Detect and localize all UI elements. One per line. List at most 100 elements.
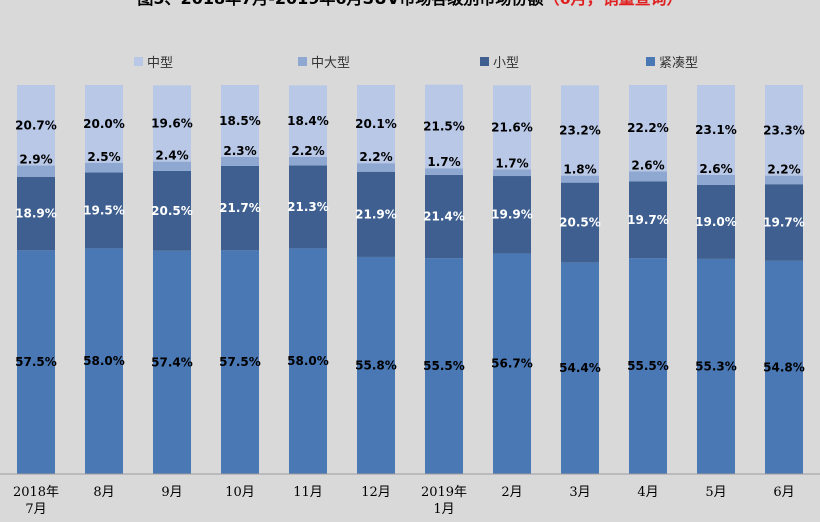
- bar-7-series-1: [493, 176, 531, 254]
- value-label-10-0: 55.3%: [695, 359, 737, 373]
- x-tick-label-2: 9月: [161, 485, 182, 500]
- value-label-7-3: 21.6%: [491, 120, 533, 134]
- x-tick-label-6: 2019年 1月: [421, 485, 467, 517]
- legend-swatch-1: [298, 57, 307, 66]
- value-label-5-0: 55.8%: [355, 358, 397, 372]
- x-tick-label-10: 5月: [705, 485, 726, 500]
- bar-2-series-2: [153, 161, 191, 171]
- bar-8-series-1: [561, 182, 599, 263]
- x-tick-label-9: 4月: [637, 485, 658, 500]
- value-label-4-3: 18.4%: [287, 114, 329, 128]
- bar-7-series-2: [493, 169, 531, 177]
- value-label-3-0: 57.5%: [219, 355, 261, 369]
- bar-5-series-0: [357, 256, 395, 474]
- value-label-2-3: 19.6%: [151, 117, 193, 131]
- bar-0-series-2: [17, 165, 55, 177]
- bar-11-series-0: [765, 260, 803, 474]
- value-label-11-2: 2.2%: [767, 163, 800, 177]
- bar-8-series-3: [561, 85, 599, 176]
- value-label-5-3: 20.1%: [355, 117, 397, 131]
- bar-3-series-3: [221, 85, 259, 157]
- bar-11-series-2: [765, 175, 803, 185]
- legend-label-3: 紧凑型: [659, 56, 698, 71]
- bar-4-series-3: [289, 85, 327, 157]
- legend-label-0: 中型: [147, 56, 173, 71]
- bar-9-series-1: [629, 181, 667, 259]
- value-label-4-2: 2.2%: [291, 144, 324, 158]
- bar-1-series-1: [85, 172, 123, 249]
- value-label-2-2: 2.4%: [155, 149, 188, 163]
- value-label-8-1: 20.5%: [559, 216, 601, 230]
- value-label-2-1: 20.5%: [151, 204, 193, 218]
- bar-1-series-3: [85, 85, 123, 163]
- bar-2-series-0: [153, 250, 191, 474]
- bar-0-series-1: [17, 176, 55, 251]
- bar-6-series-0: [425, 258, 463, 474]
- bar-9-series-3: [629, 85, 667, 172]
- bar-9-series-2: [629, 171, 667, 182]
- bar-11-series-3: [765, 85, 803, 176]
- x-tick-label-7: 2月: [501, 485, 522, 500]
- bar-5-series-2: [357, 163, 395, 172]
- value-label-9-3: 22.2%: [627, 121, 669, 135]
- legend-swatch-2: [480, 57, 489, 66]
- x-tick-label-11: 6月: [773, 485, 794, 500]
- bar-0-series-0: [17, 250, 55, 474]
- bar-8-series-0: [561, 262, 599, 474]
- value-label-0-2: 2.9%: [19, 153, 52, 167]
- x-tick-label-1: 8月: [93, 485, 114, 500]
- value-label-9-0: 55.5%: [627, 359, 669, 373]
- bar-1-series-0: [85, 248, 123, 474]
- bar-2-series-1: [153, 170, 191, 251]
- value-label-8-3: 23.2%: [559, 124, 601, 138]
- value-label-1-2: 2.5%: [87, 150, 120, 164]
- value-label-2-0: 57.4%: [151, 355, 193, 369]
- value-label-4-1: 21.3%: [287, 200, 329, 214]
- bar-10-series-0: [697, 258, 735, 474]
- value-label-10-2: 2.6%: [699, 162, 732, 176]
- x-tick-label-8: 3月: [569, 485, 590, 500]
- value-label-6-0: 55.5%: [423, 359, 465, 373]
- value-label-8-0: 54.4%: [559, 361, 601, 375]
- bar-8-series-2: [561, 175, 599, 183]
- value-label-5-1: 21.9%: [355, 207, 397, 221]
- bar-10-series-2: [697, 174, 735, 185]
- value-label-1-3: 20.0%: [83, 117, 125, 131]
- legend-label-2: 小型: [493, 56, 519, 71]
- bar-9-series-0: [629, 258, 667, 474]
- value-label-11-3: 23.3%: [763, 123, 805, 137]
- x-tick-label-0: 2018年 7月: [13, 485, 59, 517]
- value-label-7-1: 19.9%: [491, 208, 533, 222]
- value-label-5-2: 2.2%: [359, 150, 392, 164]
- bar-5-series-1: [357, 171, 395, 257]
- bar-4-series-1: [289, 165, 327, 249]
- value-label-8-2: 1.8%: [563, 163, 596, 177]
- bar-10-series-3: [697, 85, 735, 175]
- bar-10-series-1: [697, 184, 735, 259]
- value-label-9-2: 2.6%: [631, 158, 664, 172]
- value-label-6-2: 1.7%: [427, 155, 460, 169]
- bar-6-series-2: [425, 168, 463, 175]
- bar-0-series-3: [17, 85, 55, 166]
- bar-4-series-0: [289, 248, 327, 474]
- value-label-10-1: 19.0%: [695, 215, 737, 229]
- bar-6-series-3: [425, 84, 463, 169]
- bar-1-series-2: [85, 162, 123, 173]
- bar-6-series-1: [425, 174, 463, 259]
- bar-7-series-0: [493, 253, 531, 474]
- value-label-0-0: 57.5%: [15, 355, 57, 369]
- value-label-4-0: 58.0%: [287, 354, 329, 368]
- value-label-6-1: 21.4%: [423, 209, 465, 223]
- value-label-1-1: 19.5%: [83, 203, 125, 217]
- bar-3-series-1: [221, 165, 259, 251]
- x-tick-label-3: 10月: [225, 485, 255, 500]
- x-tick-label-5: 12月: [361, 485, 391, 500]
- value-label-9-1: 19.7%: [627, 213, 669, 227]
- bar-3-series-2: [221, 156, 259, 166]
- value-label-7-2: 1.7%: [495, 156, 528, 170]
- value-label-0-3: 20.7%: [15, 118, 57, 132]
- value-label-3-2: 2.3%: [223, 144, 256, 158]
- value-label-3-1: 21.7%: [219, 201, 261, 215]
